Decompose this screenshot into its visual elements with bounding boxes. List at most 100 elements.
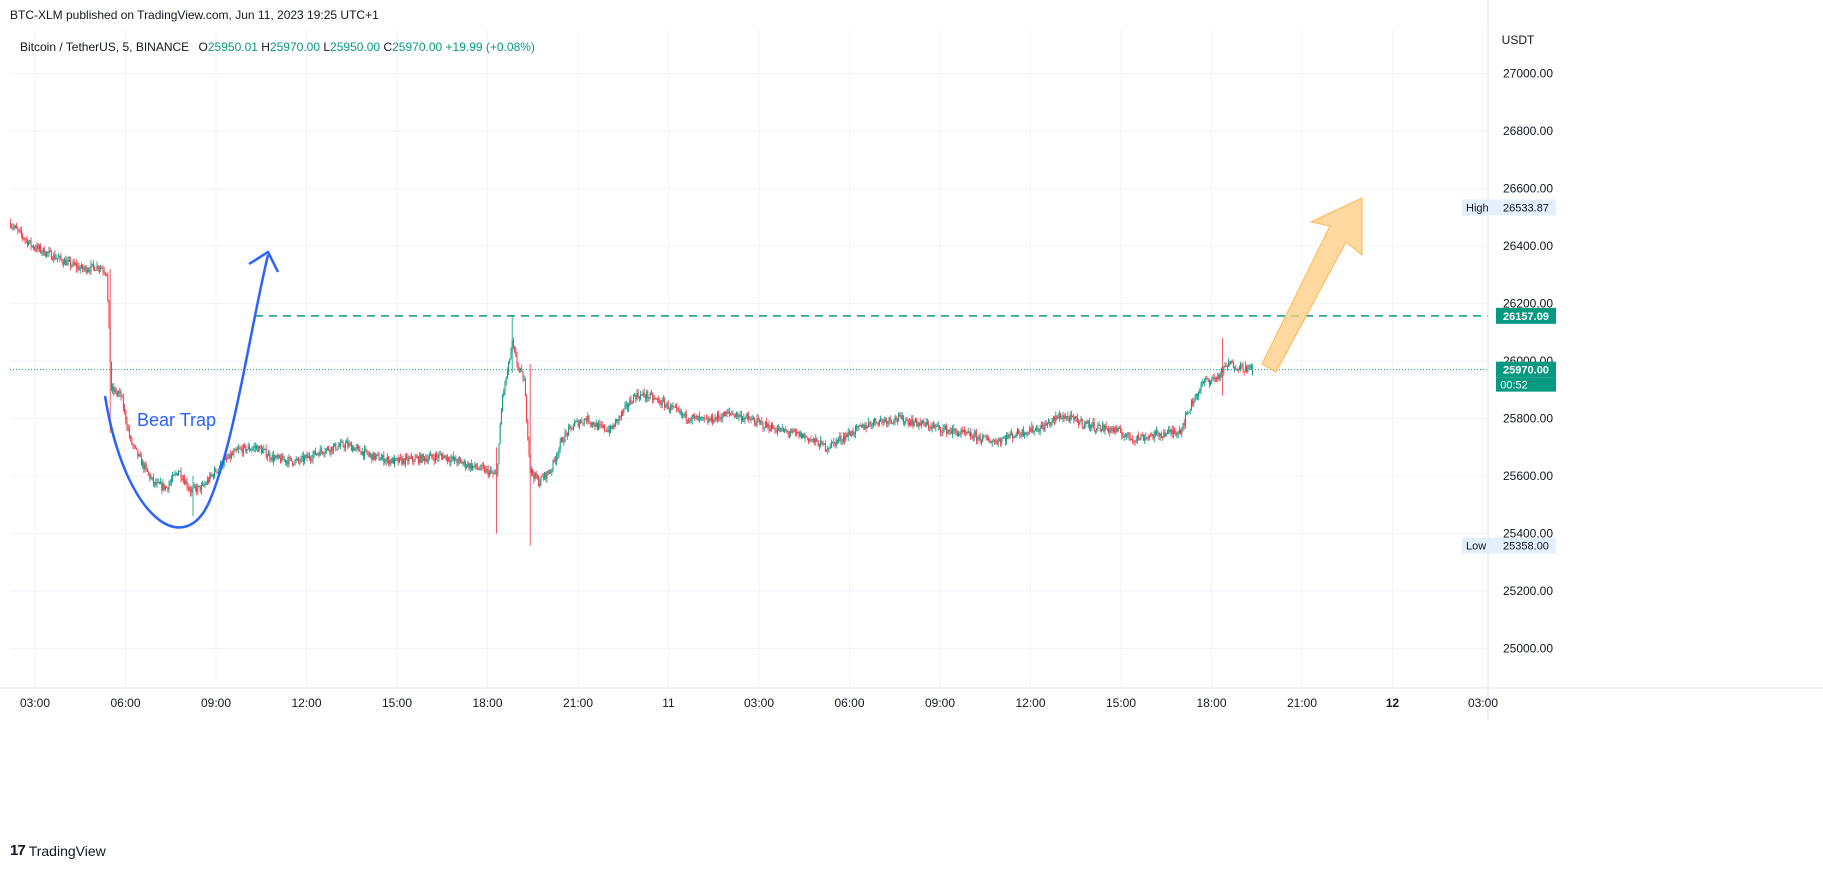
candle-body: [654, 398, 656, 400]
candle-body: [818, 446, 820, 448]
candle-body: [134, 445, 136, 448]
candle-body: [260, 448, 262, 454]
candle-body: [11, 226, 13, 228]
candle-body: [1220, 368, 1222, 374]
candle-body: [300, 457, 302, 462]
candle-body: [372, 452, 374, 461]
candle-body: [746, 415, 748, 417]
candle-body: [766, 421, 768, 427]
candle-body: [90, 264, 92, 272]
candle-body: [1040, 425, 1042, 428]
candle-body: [586, 419, 588, 422]
candle-body: [271, 454, 273, 460]
candle-body: [132, 444, 134, 446]
candle-body: [1139, 438, 1141, 440]
candle-body: [546, 471, 548, 479]
candle-body: [79, 268, 81, 271]
candle-body: [703, 417, 705, 419]
candle-body: [1024, 433, 1026, 436]
candle-body: [388, 457, 390, 464]
candle-body: [833, 441, 835, 443]
candle-body: [733, 413, 735, 417]
candle-body: [276, 455, 278, 458]
candle-body: [152, 477, 154, 484]
candle-body: [1019, 433, 1021, 435]
time-axis[interactable]: 03:00 06:00 09:00 12:00 15:00 18:00 21:00 11 03:…: [0, 687, 1823, 710]
candle-body: [558, 448, 560, 455]
candle-body: [649, 393, 651, 398]
candle-body: [210, 474, 212, 476]
candle-body: [1126, 434, 1128, 436]
candle-body: [1124, 435, 1126, 437]
candle-body: [127, 427, 129, 429]
candle-body: [1015, 435, 1017, 437]
candle-body: [40, 245, 42, 253]
candle-body: [1046, 423, 1048, 426]
symbol-name[interactable]: Bitcoin / TetherUS, 5, BINANCE: [20, 40, 190, 54]
candle-body: [784, 429, 786, 432]
candle-body: [508, 361, 510, 372]
candle-body: [1212, 377, 1214, 381]
candle-body: [311, 459, 313, 461]
candle-body: [288, 457, 290, 465]
candle-body: [120, 391, 122, 397]
candle-body: [1201, 382, 1203, 386]
candle-body: [398, 457, 400, 463]
candle-body: [314, 450, 316, 455]
candle-body: [757, 418, 759, 420]
bear-trap-label[interactable]: Bear Trap: [137, 410, 216, 430]
time-tick-label: 03:00: [20, 696, 50, 710]
candle-body: [940, 427, 942, 432]
candle-body: [1169, 429, 1171, 433]
candle-body: [445, 455, 447, 461]
projection-arrow-icon[interactable]: [1261, 197, 1363, 373]
candle-body: [476, 467, 478, 469]
candle-body: [294, 459, 296, 465]
candle-body: [103, 271, 105, 273]
candle-body: [930, 427, 932, 429]
candle-body: [1010, 433, 1012, 435]
bear-trap-curve[interactable]: [103, 254, 270, 529]
candle-body: [668, 409, 670, 411]
countdown-bg: [1496, 377, 1556, 392]
candle-body: [1003, 437, 1005, 439]
candle-body: [184, 479, 186, 485]
candle-body: [540, 476, 542, 483]
candle-body: [731, 412, 733, 414]
candle-body: [1001, 439, 1003, 443]
candle-body: [1207, 378, 1209, 382]
candle-body: [166, 486, 168, 488]
candle-body: [1055, 415, 1057, 421]
candle-body: [653, 398, 655, 400]
candle-body: [1061, 418, 1063, 420]
price-axis[interactable]: 25000.00 25200.00 25400.00 25600.00 25800.00…: [1462, 0, 1556, 720]
candle-body: [71, 265, 73, 267]
candle-body: [744, 417, 746, 421]
candle-body: [150, 477, 152, 479]
candle-body: [598, 423, 600, 430]
candle-body: [896, 420, 898, 422]
candle-body: [694, 416, 696, 418]
candle-body: [716, 414, 718, 420]
candle-body: [323, 453, 325, 455]
candle-body: [95, 269, 97, 271]
candle-body: [984, 435, 986, 437]
candle-body: [697, 416, 699, 420]
candle-body: [277, 455, 279, 458]
tradingview-brand[interactable]: 17 TradingView: [10, 842, 106, 859]
candle-body: [23, 237, 25, 240]
candle-body: [659, 400, 661, 405]
candle-body: [1188, 412, 1190, 414]
candle-body: [378, 454, 380, 461]
candle-body: [739, 414, 741, 416]
candle-body: [1066, 415, 1068, 417]
candle-body: [881, 419, 883, 421]
candle-body: [502, 395, 504, 411]
candle-body: [700, 417, 702, 419]
candle-body: [1108, 428, 1110, 433]
candle-body: [10, 223, 12, 228]
candle-body: [985, 435, 987, 439]
candle-body: [557, 454, 559, 457]
candle-body: [541, 476, 543, 478]
